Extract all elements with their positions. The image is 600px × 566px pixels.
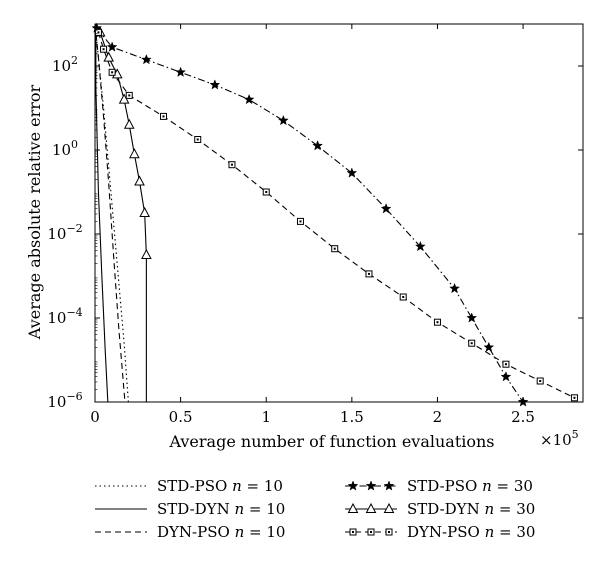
series-group bbox=[91, 22, 578, 407]
legend-label: STD-DYN n = 30 bbox=[407, 500, 535, 518]
data-point-dot bbox=[299, 220, 302, 223]
y-tick-label: 102 bbox=[52, 54, 78, 75]
data-point-dot bbox=[504, 363, 507, 366]
data-point-dot bbox=[111, 71, 114, 74]
data-point bbox=[175, 66, 187, 77]
x-tick-label: 1.5 bbox=[340, 408, 364, 426]
data-point bbox=[346, 167, 358, 178]
data-point bbox=[483, 341, 495, 353]
data-point-dot bbox=[196, 138, 199, 141]
legend-marker bbox=[365, 502, 377, 513]
plot-border bbox=[94, 23, 584, 403]
series-3 bbox=[94, 23, 126, 403]
legend-item: STD-DYN n = 30 bbox=[345, 500, 535, 518]
data-point bbox=[134, 175, 145, 186]
data-point bbox=[414, 240, 426, 252]
legend-marker bbox=[383, 502, 395, 513]
legend-label: DYN-PSO n = 30 bbox=[407, 523, 535, 541]
data-point-dot bbox=[436, 321, 439, 324]
axes-group: 0 0.5 1 1.5 2 2.5 102 100 10−2 10−4 10−6 bbox=[47, 24, 583, 426]
legend-marker bbox=[365, 480, 377, 491]
series-line bbox=[95, 24, 109, 403]
y-tick-label: 10−6 bbox=[47, 390, 82, 411]
data-point bbox=[380, 203, 392, 214]
series-line bbox=[96, 27, 524, 403]
data-point bbox=[466, 312, 478, 323]
data-point bbox=[312, 140, 324, 151]
legend-marker-dot bbox=[352, 531, 354, 533]
data-point bbox=[106, 41, 118, 52]
legend: STD-PSO n = 10 STD-DYN n = 10 DYN-PSO n = … bbox=[95, 477, 535, 541]
x-axis-multiplier: ×105 bbox=[540, 428, 579, 449]
data-point-dot bbox=[402, 296, 405, 298]
data-point bbox=[243, 93, 255, 105]
data-point-dot bbox=[97, 31, 100, 34]
series-5 bbox=[94, 26, 152, 402]
legend-marker bbox=[347, 480, 359, 491]
legend-label: DYN-PSO n = 10 bbox=[157, 523, 285, 541]
data-point bbox=[500, 371, 512, 382]
data-point-dot bbox=[573, 396, 576, 399]
legend-item: DYN-PSO n = 30 bbox=[345, 523, 535, 541]
legend-item: STD-PSO n = 10 bbox=[95, 477, 283, 495]
series-line bbox=[99, 32, 147, 402]
data-point bbox=[123, 118, 135, 129]
data-point-dot bbox=[128, 94, 131, 97]
legend-marker-dot bbox=[388, 531, 390, 533]
series-line bbox=[94, 23, 126, 403]
data-point bbox=[140, 53, 152, 65]
legend-item: STD-DYN n = 10 bbox=[95, 500, 285, 518]
data-point-dot bbox=[333, 247, 336, 250]
data-point-dot bbox=[162, 115, 165, 118]
legend-label: STD-PSO n = 30 bbox=[407, 477, 533, 495]
y-tick-label: 10−2 bbox=[47, 222, 82, 243]
x-tick-label: 2 bbox=[433, 408, 443, 426]
legend-item: STD-PSO n = 30 bbox=[345, 477, 533, 495]
x-tick-label: 0.5 bbox=[169, 408, 193, 426]
data-point-dot bbox=[102, 48, 105, 51]
data-point-dot bbox=[265, 191, 268, 193]
data-point bbox=[209, 79, 221, 90]
data-point bbox=[449, 282, 461, 294]
data-point bbox=[139, 206, 150, 217]
legend-marker bbox=[383, 480, 395, 491]
series-6 bbox=[94, 28, 578, 402]
legend-marker-dot bbox=[370, 531, 372, 533]
y-tick-label: 10−4 bbox=[47, 306, 82, 327]
data-point bbox=[129, 148, 140, 159]
data-point-dot bbox=[470, 342, 473, 345]
series-line bbox=[97, 32, 575, 399]
series-4 bbox=[91, 22, 529, 407]
data-point-dot bbox=[230, 163, 233, 166]
series-line bbox=[94, 23, 129, 403]
data-point bbox=[141, 248, 152, 259]
x-tick-label: 0 bbox=[90, 408, 100, 426]
series-2 bbox=[95, 24, 109, 403]
series-1 bbox=[94, 23, 129, 403]
legend-marker bbox=[347, 502, 359, 513]
plot-frame bbox=[94, 23, 584, 403]
x-tick-label: 2.5 bbox=[511, 408, 535, 426]
data-point bbox=[277, 114, 289, 126]
y-axis-label: Average absolute relative error bbox=[25, 84, 44, 340]
legend-label: STD-DYN n = 10 bbox=[157, 500, 285, 518]
legend-item: DYN-PSO n = 10 bbox=[95, 523, 285, 541]
x-axis-label: Average number of function evaluations bbox=[168, 432, 494, 451]
data-point-dot bbox=[539, 380, 542, 382]
data-point-dot bbox=[367, 272, 370, 275]
y-tick-label: 100 bbox=[52, 138, 78, 159]
x-tick-label: 1 bbox=[261, 408, 271, 426]
legend-label: STD-PSO n = 10 bbox=[157, 477, 283, 495]
